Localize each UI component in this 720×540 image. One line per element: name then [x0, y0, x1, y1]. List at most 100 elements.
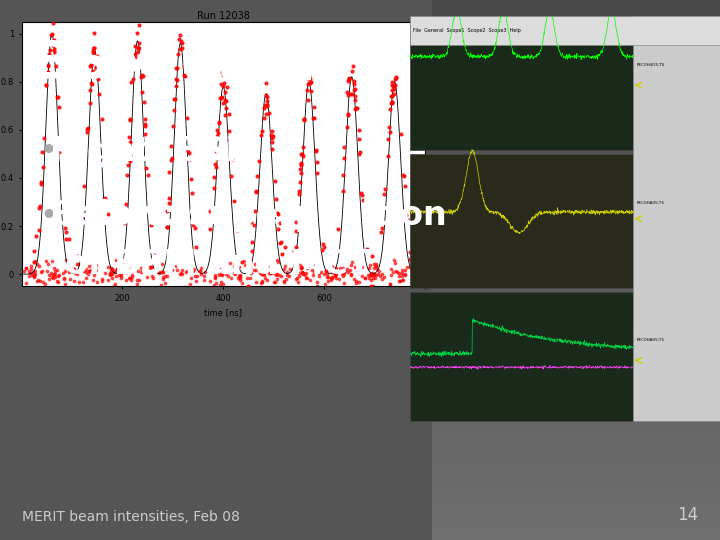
Point [99, 268, 111, 277]
Point [296, 159, 307, 167]
Point [338, 286, 349, 294]
Text: PEC0H4O5-T5: PEC0H4O5-T5 [636, 63, 665, 67]
Point [389, 75, 400, 83]
Point [300, 274, 312, 282]
Point [49, 270, 60, 279]
Point [354, 277, 365, 286]
Point [308, 103, 320, 111]
Point [210, 266, 221, 275]
Point [315, 267, 327, 276]
Point [76, 215, 88, 224]
Point [395, 130, 407, 138]
Point [210, 273, 221, 281]
Point [326, 268, 338, 276]
Point [185, 175, 197, 184]
Point [163, 167, 175, 176]
Point [83, 123, 94, 132]
Point [220, 88, 231, 97]
Point [353, 134, 364, 143]
Point [299, 116, 310, 124]
Point [402, 215, 414, 224]
Point [310, 146, 321, 154]
Point [369, 271, 380, 280]
Point [295, 168, 307, 177]
Point [382, 151, 394, 160]
Point [69, 268, 81, 276]
Point [105, 263, 117, 272]
Point [131, 28, 143, 37]
Point [354, 147, 365, 156]
Point [89, 271, 100, 280]
Point [337, 264, 348, 273]
Point [65, 274, 76, 283]
Point [30, 232, 42, 240]
Point [184, 280, 196, 289]
Point [34, 201, 45, 210]
Point [397, 171, 409, 179]
Point [49, 49, 60, 57]
Point [387, 98, 398, 107]
Point [258, 113, 269, 122]
Point [58, 275, 70, 284]
Point [145, 266, 156, 275]
Point [84, 261, 95, 270]
Point [248, 266, 260, 275]
Point [181, 268, 192, 276]
Point [216, 269, 228, 278]
Point [348, 275, 360, 284]
Point [90, 63, 102, 71]
Point [311, 282, 323, 291]
Point [367, 269, 379, 278]
Point [141, 273, 153, 282]
Point [210, 274, 221, 282]
Point [198, 272, 210, 280]
Point [409, 261, 420, 269]
Point [104, 271, 116, 279]
Point [394, 276, 405, 285]
FancyBboxPatch shape [410, 16, 720, 45]
Point [264, 266, 276, 274]
Point [228, 196, 240, 205]
Point [264, 262, 276, 271]
Point [91, 266, 102, 274]
Point [86, 78, 97, 87]
Point [337, 170, 348, 179]
Point [60, 256, 72, 265]
Point [234, 272, 246, 280]
Point [399, 181, 410, 190]
Point [71, 270, 83, 279]
Point [297, 152, 309, 160]
Point [215, 265, 227, 273]
Point [24, 269, 36, 278]
Point [175, 31, 186, 40]
Point [299, 271, 310, 280]
Point [118, 219, 130, 227]
Point [374, 272, 386, 280]
Point [259, 274, 271, 282]
Point [52, 272, 63, 280]
Point [368, 264, 379, 272]
Point [342, 111, 354, 120]
Point [348, 262, 360, 271]
Point [159, 272, 171, 281]
Point [256, 126, 268, 135]
Point [290, 242, 302, 251]
Point [43, 274, 55, 283]
Point [292, 278, 304, 287]
Point [245, 262, 256, 271]
Point [386, 271, 397, 279]
Point [390, 267, 402, 275]
Point [172, 50, 184, 58]
Point [89, 43, 100, 51]
Point [377, 269, 388, 278]
Point [228, 262, 240, 271]
Point [234, 276, 246, 285]
Point [133, 276, 145, 285]
Point [404, 262, 415, 271]
Point [145, 221, 156, 230]
Point [279, 277, 290, 286]
Point [179, 63, 191, 71]
Point [382, 135, 393, 144]
Point [20, 264, 32, 272]
Point [93, 63, 104, 72]
